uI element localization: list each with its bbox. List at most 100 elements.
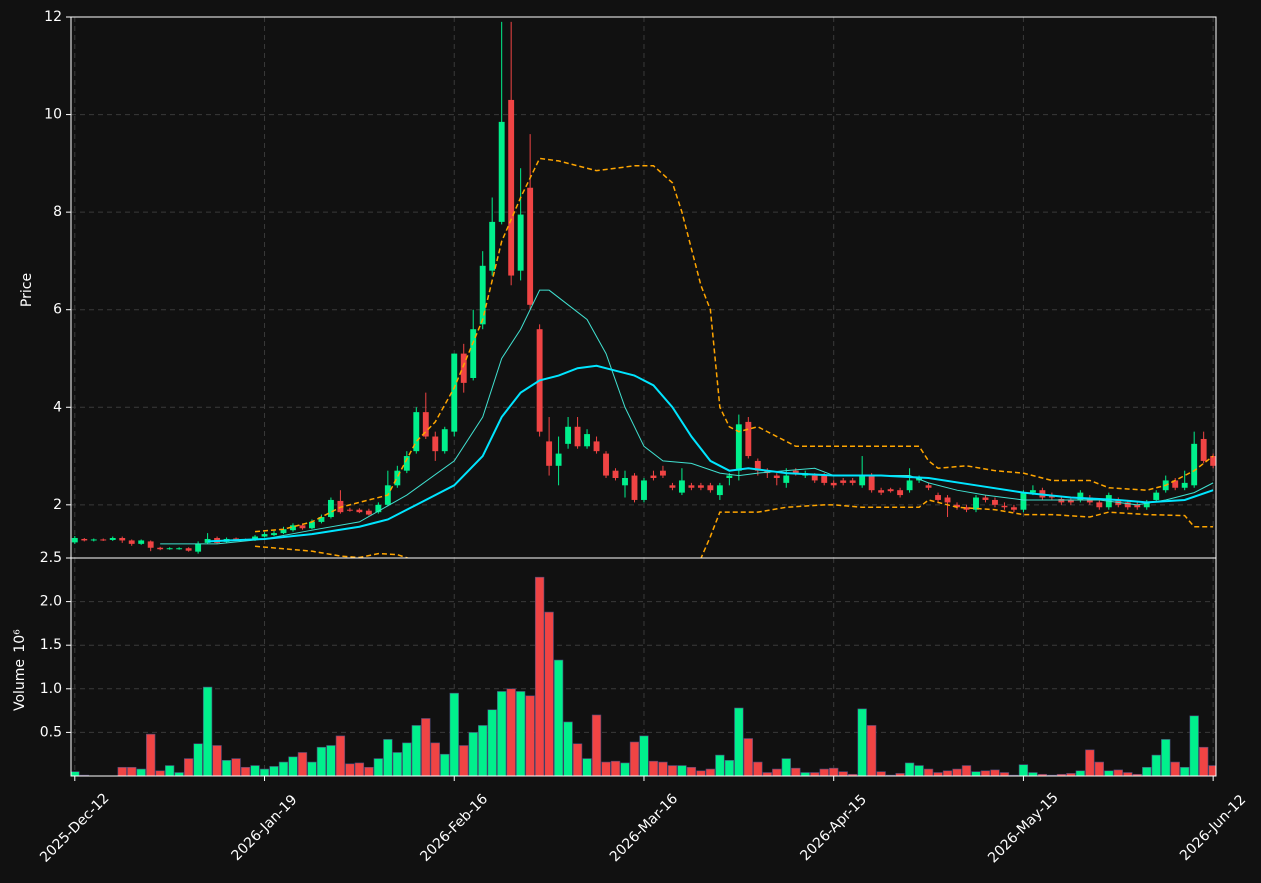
candle-body — [897, 490, 904, 496]
candle-body — [508, 99, 515, 276]
candle-body — [745, 421, 752, 457]
volume-bar — [478, 725, 488, 776]
volume-bar — [648, 760, 659, 776]
candle-body — [726, 475, 733, 478]
volume-bar — [392, 752, 402, 776]
volume-bar — [506, 688, 516, 776]
candle-body — [422, 412, 429, 437]
overlay-line — [254, 157, 1214, 533]
candle-body — [1096, 502, 1103, 508]
volume-bar — [1199, 746, 1209, 776]
volume-bar — [402, 742, 412, 776]
volume-bar — [1170, 761, 1180, 776]
volume-bar — [326, 745, 336, 776]
candle-body — [868, 475, 875, 491]
candle-body — [375, 504, 382, 513]
volume-bar — [705, 768, 716, 776]
volume-bar — [278, 761, 289, 776]
candle-body — [954, 504, 960, 508]
candle-body — [849, 480, 856, 483]
volume-bar — [487, 709, 497, 776]
candle-body — [489, 221, 496, 271]
volume-bar — [933, 772, 943, 776]
candle-body — [565, 426, 572, 444]
overlay-line — [207, 364, 1214, 543]
volume-bar — [1142, 766, 1152, 776]
volume-bar — [1151, 754, 1161, 776]
candle-body — [859, 475, 866, 486]
volume-bar — [942, 770, 953, 776]
candle-body — [394, 470, 401, 486]
volume-bar — [212, 745, 222, 776]
volume-bar — [753, 761, 763, 776]
volume-bar — [440, 753, 450, 776]
volume-bar — [364, 766, 374, 776]
volume-bar — [1161, 739, 1171, 776]
volume-bar — [563, 721, 573, 776]
candle-body — [517, 214, 524, 271]
volume-bar — [1113, 769, 1123, 776]
candle-body — [138, 540, 145, 544]
candle-body — [356, 509, 363, 513]
candle-body — [641, 480, 647, 500]
candle-body — [1153, 492, 1160, 500]
candle-body — [176, 548, 183, 550]
volume-tick-label: 2.5 — [40, 550, 62, 566]
candle-body — [830, 482, 837, 486]
candle-body — [593, 441, 600, 452]
volume-bar — [345, 763, 355, 776]
volume-bar — [525, 695, 535, 776]
candle-body — [252, 536, 258, 540]
candle-body — [973, 497, 979, 510]
volume-tick-label: 2.0 — [40, 594, 62, 610]
volume-bar — [515, 691, 526, 776]
volume-bar — [316, 746, 327, 776]
candle-body — [650, 475, 657, 478]
volume-bar — [857, 708, 867, 776]
volume-bar — [971, 771, 981, 776]
volume-bar — [677, 765, 687, 776]
volume-bar — [553, 659, 564, 776]
price-panel — [71, 21, 1216, 558]
y-axis-label: Price — [19, 273, 35, 307]
candle-body — [185, 548, 192, 551]
candle-body — [261, 534, 268, 537]
volume-bar — [297, 752, 308, 776]
volume-bar — [354, 762, 365, 776]
candle-body — [309, 521, 315, 529]
candle-body — [631, 475, 638, 500]
volume-bar — [164, 765, 175, 776]
candle-body — [612, 470, 619, 478]
candle-body — [100, 539, 107, 541]
volume-bar — [497, 691, 507, 776]
candle-body — [299, 525, 306, 529]
volume-bar — [999, 772, 1010, 776]
candle-body — [735, 424, 742, 471]
volume-bar — [1104, 770, 1114, 776]
volume-bar — [71, 771, 80, 776]
volume-bar — [658, 761, 668, 776]
volume-bar — [1075, 770, 1086, 776]
candle-body — [1020, 492, 1027, 510]
volume-tick-label: 0.5 — [40, 724, 62, 740]
candle-body — [906, 480, 913, 491]
candle-body — [1001, 505, 1008, 508]
candle-body — [887, 489, 894, 492]
volume-bar — [1018, 764, 1029, 776]
candle-body — [935, 495, 941, 500]
volume-bar — [791, 767, 801, 776]
volume-bar — [383, 739, 393, 776]
volume-bar — [1123, 772, 1133, 776]
candle-body — [109, 537, 116, 540]
volume-bar — [952, 768, 962, 776]
candle-body — [584, 434, 590, 447]
candle-body — [365, 510, 372, 515]
candle-body — [403, 456, 410, 471]
candle-body — [1200, 438, 1207, 461]
candle-body — [290, 525, 296, 531]
volume-bar — [686, 766, 697, 776]
volume-bar — [667, 765, 678, 776]
y-tick-label: 10 — [44, 107, 62, 123]
candle-body — [707, 485, 714, 491]
